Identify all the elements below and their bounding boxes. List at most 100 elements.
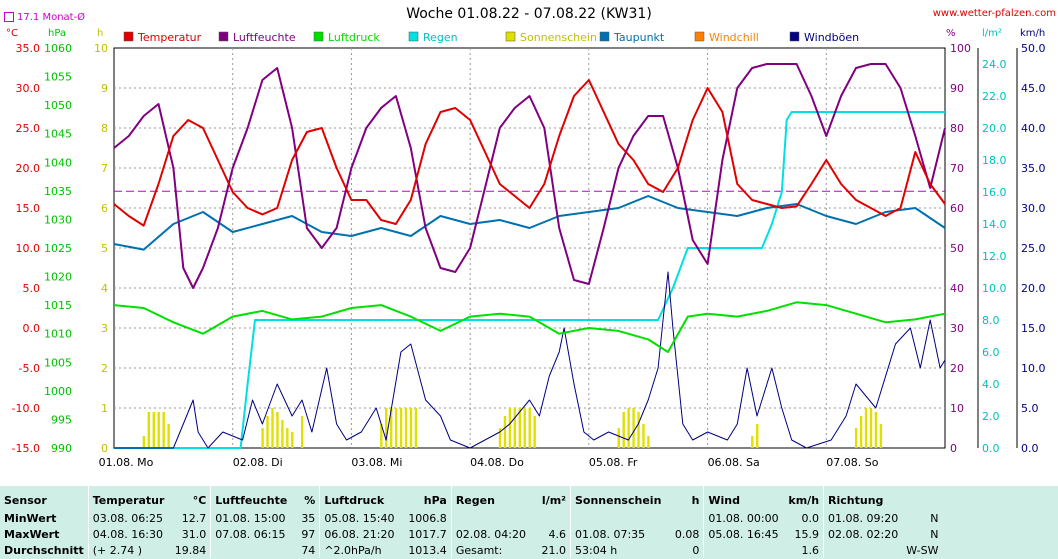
monthly-average-icon	[4, 12, 14, 22]
hpa-tick-label: 1045	[44, 128, 72, 141]
hpa-tick-label: 1040	[44, 156, 72, 169]
hours-axis-unit: h	[97, 28, 103, 39]
series-line-regen	[114, 111, 945, 449]
wind-axis-unit: km/h	[1020, 28, 1045, 39]
series-line-luftdruck	[113, 301, 946, 353]
stats-cell	[210, 542, 292, 558]
sunshine-bar	[879, 424, 883, 448]
sunshine-bar	[523, 408, 526, 448]
hpa-axis-unit: hPa	[48, 28, 66, 39]
hpa-tick-label: 1020	[44, 271, 72, 284]
temp-tick-label: 30.0	[16, 82, 41, 95]
temp-tick-label: 5.0	[23, 282, 41, 295]
wind-tick-label: 25.0	[1021, 242, 1046, 255]
stats-row-label: Durchschnitt	[4, 543, 84, 557]
stats-cell	[703, 542, 785, 558]
sunshine-bar	[394, 408, 398, 448]
stats-cell: 35	[301, 511, 316, 525]
legend-label: Luftfeuchte	[233, 31, 296, 44]
hours-tick-label: 9	[101, 82, 108, 95]
temp-tick-label: -10.0	[12, 402, 40, 415]
sunshine-bar	[533, 416, 536, 448]
stats-header-sunshine-unit: h	[691, 493, 700, 507]
sunshine-bar	[498, 428, 502, 448]
wind-tick-label: 40.0	[1021, 122, 1046, 135]
rain-tick-label: 12.0	[982, 250, 1007, 263]
wind-tick-label: 10.0	[1021, 362, 1046, 375]
stats-cell: 02.08. 04:20	[450, 526, 530, 542]
series-line-temperatur	[113, 79, 946, 227]
day-tick-label: 03.08. Mi	[351, 456, 402, 469]
hpa-tick-label: 1000	[44, 385, 72, 398]
rain-tick-label: 6.0	[982, 346, 1000, 359]
sunshine-bar	[286, 428, 289, 448]
stats-header-rain-unit: l/m²	[541, 493, 566, 507]
wind-tick-label: 45.0	[1021, 82, 1046, 95]
temp-tick-label: 10.0	[16, 242, 41, 255]
stats-cell	[823, 542, 903, 558]
sunshine-bar	[617, 428, 620, 448]
pct-tick-label: 50	[950, 242, 964, 255]
legend-swatch	[218, 31, 229, 42]
rain-tick-label: 20.0	[982, 122, 1007, 135]
stats-cell: 04.08. 16:30	[87, 526, 171, 542]
rain-tick-label: 16.0	[982, 186, 1007, 199]
rain-tick-label: 22.0	[982, 90, 1007, 103]
wind-tick-label: 30.0	[1021, 202, 1046, 215]
day-tick-label: 07.08. So	[826, 456, 878, 469]
sunshine-bar	[167, 424, 170, 448]
stats-cell	[530, 510, 571, 526]
stats-cell: 31.0	[181, 527, 207, 541]
sunshine-bar	[266, 416, 269, 448]
temp-tick-label: 15.0	[16, 202, 41, 215]
stats-cell: 06.08. 21:20	[319, 526, 405, 542]
hpa-tick-label: 1060	[44, 42, 72, 55]
sunshine-bar	[756, 424, 759, 448]
sunshine-bar	[271, 408, 274, 448]
stats-header-pressure-unit: hPa	[423, 493, 447, 507]
sunshine-bar	[152, 412, 155, 448]
site-link[interactable]: www.wetter-pfalzen.com	[932, 8, 1056, 19]
sunshine-bar	[385, 408, 388, 448]
hours-tick-label: 5	[101, 242, 108, 255]
stats-header-wind-unit: km/h	[788, 493, 820, 507]
sunshine-bar	[399, 408, 403, 448]
legend-label: Luftdruck	[328, 31, 380, 44]
hpa-tick-label: 1010	[44, 328, 72, 341]
stats-cell: (+ 2.74 )	[87, 542, 171, 558]
pct-tick-label: 30	[950, 322, 964, 335]
sunshine-bar	[380, 424, 383, 448]
rain-tick-label: 0.0	[982, 442, 1000, 455]
stats-cell: W-SW	[906, 543, 939, 557]
sunshine-bar	[414, 408, 418, 448]
sunshine-bar	[642, 424, 645, 448]
sunshine-bar	[513, 408, 517, 448]
hpa-tick-label: 1055	[44, 71, 72, 84]
hpa-tick-label: 995	[51, 413, 72, 426]
stats-cell	[570, 510, 666, 526]
legend-label: Sonnenschein	[520, 31, 597, 44]
rain-axis-unit: l/m²	[982, 28, 1002, 39]
sunshine-bar	[751, 436, 754, 448]
legend-label: Regen	[423, 31, 458, 44]
stats-header-humidity-unit: %	[304, 493, 316, 507]
stats-header-sensor: Sensor	[4, 493, 47, 507]
stats-row-avg: Durchschnitt (+ 2.74 ) 19.84 74 ^2.0hPa/…	[0, 542, 943, 558]
sunshine-bar	[261, 428, 264, 448]
sunshine-bar	[291, 432, 294, 448]
temp-tick-label: 35.0	[16, 42, 41, 55]
stats-header-rain: Regen	[450, 486, 530, 510]
hours-tick-label: 0	[101, 442, 108, 455]
legend-swatch	[599, 31, 610, 42]
sunshine-bar	[637, 412, 640, 448]
hours-tick-label: 2	[101, 362, 108, 375]
stats-cell: 0.08	[674, 527, 700, 541]
stats-cell: 0.0	[801, 511, 820, 525]
legend-swatch	[694, 31, 705, 42]
stats-cell: 74	[301, 543, 316, 557]
stats-header-temp: Temperatur	[87, 486, 171, 510]
day-tick-label: 01.08. Mo	[99, 456, 154, 469]
hours-tick-label: 10	[94, 42, 108, 55]
stats-cell: Gesamt:	[450, 542, 530, 558]
legend-swatch	[505, 31, 516, 42]
